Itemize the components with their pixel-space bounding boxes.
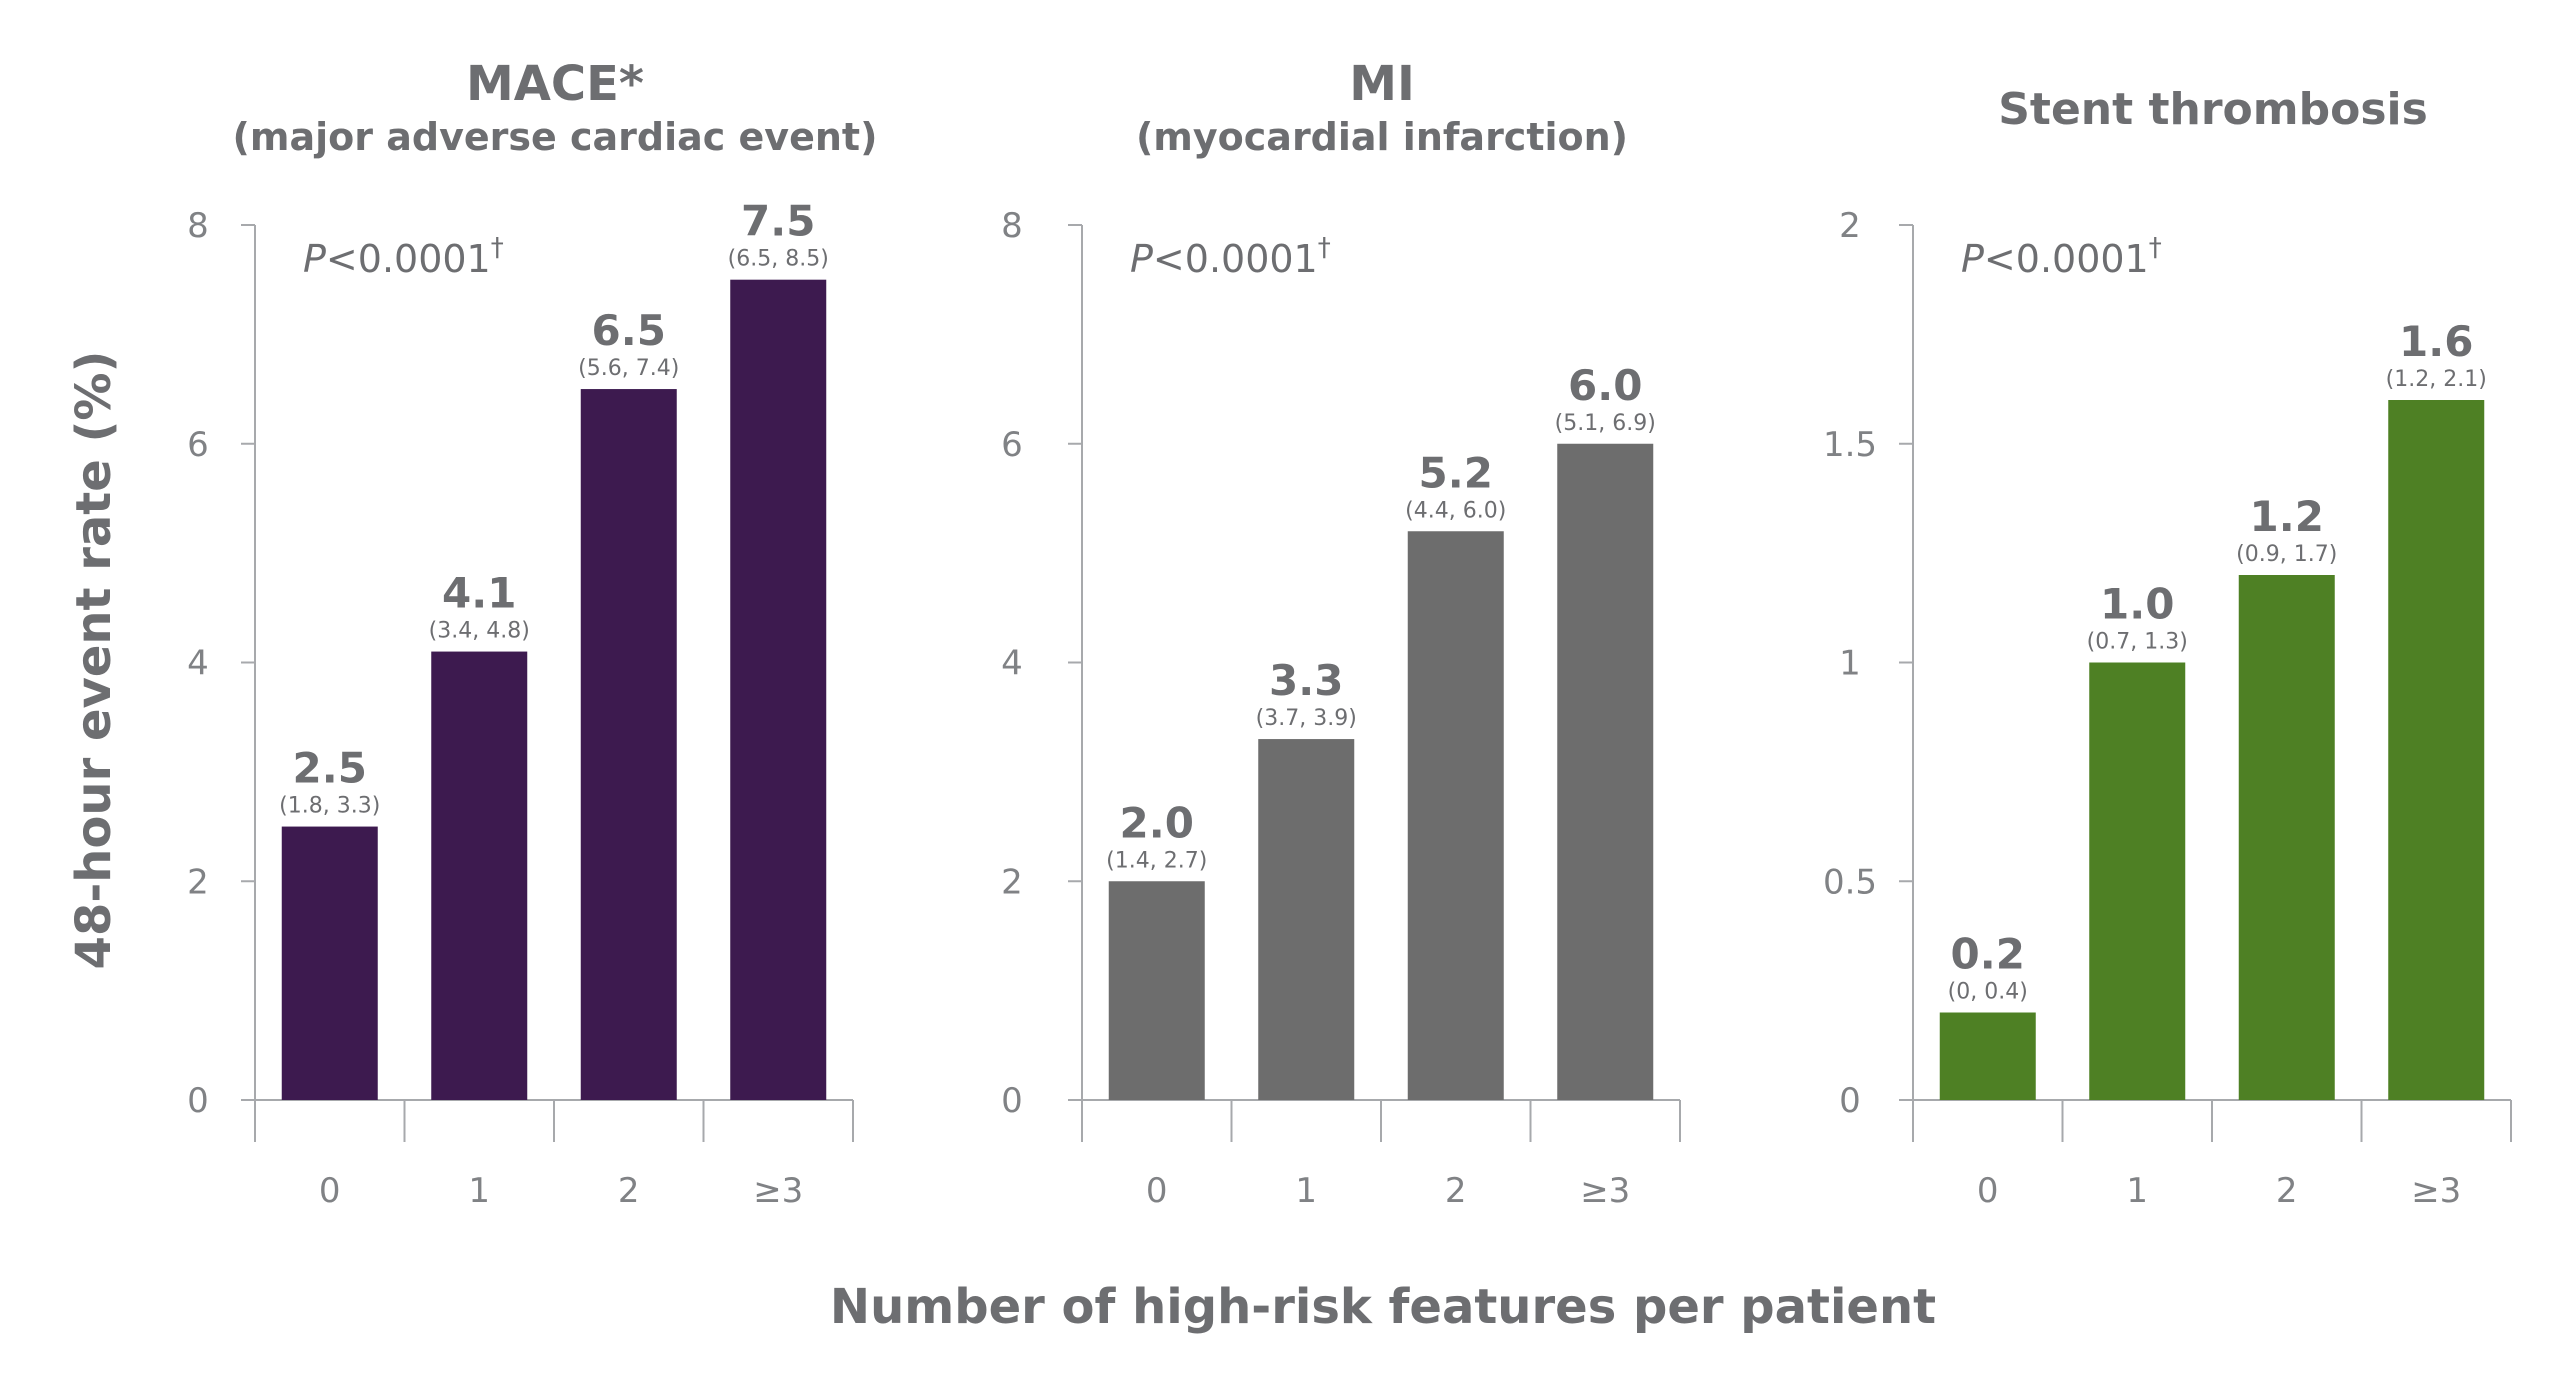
- y-tick-label: 0: [1001, 1081, 1023, 1121]
- bar-value-label: 1.2: [2250, 492, 2324, 541]
- bar-2: [1407, 531, 1504, 1100]
- x-tick-label: 2: [2276, 1171, 2298, 1211]
- p-value-text: <0.0001: [1153, 237, 1318, 281]
- y-tick-label: 1.5: [1823, 425, 1877, 465]
- y-tick-label: 8: [1001, 206, 1023, 246]
- y-axis-label: 48-hour event rate (%): [66, 351, 122, 970]
- bar-ci-label: (0.7, 1.3): [2087, 630, 2188, 655]
- bar-value-label: 1.6: [2399, 317, 2473, 366]
- p-value-label: P<0.0001†: [1961, 233, 2162, 281]
- chart-title: Stent thrombosis: [1998, 84, 2428, 135]
- y-tick-label: 2: [1001, 862, 1023, 902]
- bar-ci-label: (1.4, 2.7): [1106, 848, 1207, 873]
- bar-1: [2089, 662, 2186, 1100]
- bar-1: [1258, 739, 1355, 1100]
- x-tick-label: ≥3: [753, 1171, 803, 1211]
- y-tick-label: 6: [187, 425, 209, 465]
- p-value-prefix: P: [1130, 237, 1153, 281]
- y-tick-label: 2: [1839, 206, 1861, 246]
- bar-0: [281, 826, 378, 1100]
- bar-≥3: [2388, 400, 2485, 1100]
- bar-value-label: 0.2: [1951, 930, 2025, 979]
- chart-panel-2: MI(myocardial infarction) P<0.0001† 0 2 4 6 8 (…: [1001, 56, 1681, 1211]
- chart-subtitle: (major adverse cardiac event): [233, 115, 878, 159]
- bar-value-label: 2.0: [1120, 798, 1194, 847]
- y-tick-label: 4: [187, 644, 209, 684]
- bar-2: [580, 389, 677, 1100]
- x-tick-label: ≥3: [2411, 1171, 2461, 1211]
- bar-value-label: 4.1: [442, 569, 516, 618]
- bar-1: [431, 651, 528, 1100]
- bar-≥3: [1557, 443, 1654, 1100]
- chart-subtitle: (myocardial infarction): [1136, 115, 1628, 159]
- bar-ci-label: (3.4, 4.8): [429, 619, 530, 644]
- y-tick-label: 0: [187, 1081, 209, 1121]
- bar-0: [1108, 881, 1205, 1100]
- x-tick-label: 1: [2126, 1171, 2148, 1211]
- bar-ci-label: (5.6, 7.4): [578, 356, 679, 381]
- p-value-text: <0.0001: [326, 237, 491, 281]
- y-tick-label: 8: [187, 206, 209, 246]
- chart-title: MI: [1349, 56, 1415, 112]
- bar-ci-label: (5.1, 6.9): [1555, 411, 1656, 436]
- bar-ci-label: (0, 0.4): [1948, 980, 2028, 1005]
- bar-value-label: 6.5: [592, 306, 666, 355]
- p-value-prefix: P: [1961, 237, 1984, 281]
- chart-panel-1: MACE*(major adverse cardiac event) P<0.00…: [187, 56, 877, 1211]
- x-tick-label: 0: [1977, 1171, 1999, 1211]
- bar-ci-label: (4.4, 6.0): [1405, 498, 1506, 523]
- p-value-label: P<0.0001†: [1130, 233, 1331, 281]
- x-tick-label: 2: [618, 1171, 640, 1211]
- p-value-mark: †: [2149, 233, 2162, 263]
- chart-panel-3: Stent thrombosis P<0.0001† 0 0.5 1 1.5 2 (0, 0.…: [1823, 84, 2512, 1211]
- bar-value-label: 5.2: [1419, 448, 1493, 497]
- p-value-text: <0.0001: [1984, 237, 2149, 281]
- x-tick-label: 1: [1295, 1171, 1317, 1211]
- x-tick-label: 0: [319, 1171, 341, 1211]
- bar-ci-label: (1.8, 3.3): [279, 794, 380, 819]
- x-tick-label: 0: [1146, 1171, 1168, 1211]
- x-tick-label: 2: [1445, 1171, 1467, 1211]
- p-value-label: P<0.0001†: [303, 233, 504, 281]
- x-tick-label: ≥3: [1580, 1171, 1630, 1211]
- y-tick-label: 4: [1001, 644, 1023, 684]
- bar-value-label: 6.0: [1568, 361, 1642, 410]
- bar-value-label: 1.0: [2100, 580, 2174, 629]
- bar-value-label: 7.5: [741, 197, 815, 246]
- y-tick-label: 2: [187, 862, 209, 902]
- x-tick-label: 1: [468, 1171, 490, 1211]
- x-axis-label: Number of high-risk features per patient: [830, 1279, 1936, 1335]
- p-value-mark: †: [1318, 233, 1331, 263]
- bar-ci-label: (1.2, 2.1): [2386, 367, 2487, 392]
- bar-ci-label: (3.7, 3.9): [1256, 706, 1357, 731]
- p-value-mark: †: [491, 233, 504, 263]
- bar-value-label: 2.5: [293, 744, 367, 793]
- y-tick-label: 0: [1839, 1081, 1861, 1121]
- bar-value-label: 3.3: [1269, 656, 1343, 705]
- bar-ci-label: (6.5, 8.5): [728, 247, 829, 272]
- chart-title: MACE*: [466, 56, 644, 112]
- bar-ci-label: (0.9, 1.7): [2236, 542, 2337, 567]
- p-value-prefix: P: [303, 237, 326, 281]
- bar-2: [2238, 575, 2335, 1100]
- y-tick-label: 6: [1001, 425, 1023, 465]
- y-tick-label: 0.5: [1823, 862, 1877, 902]
- y-tick-label: 1: [1839, 644, 1861, 684]
- bar-≥3: [730, 279, 827, 1100]
- bar-0: [1939, 1012, 2036, 1100]
